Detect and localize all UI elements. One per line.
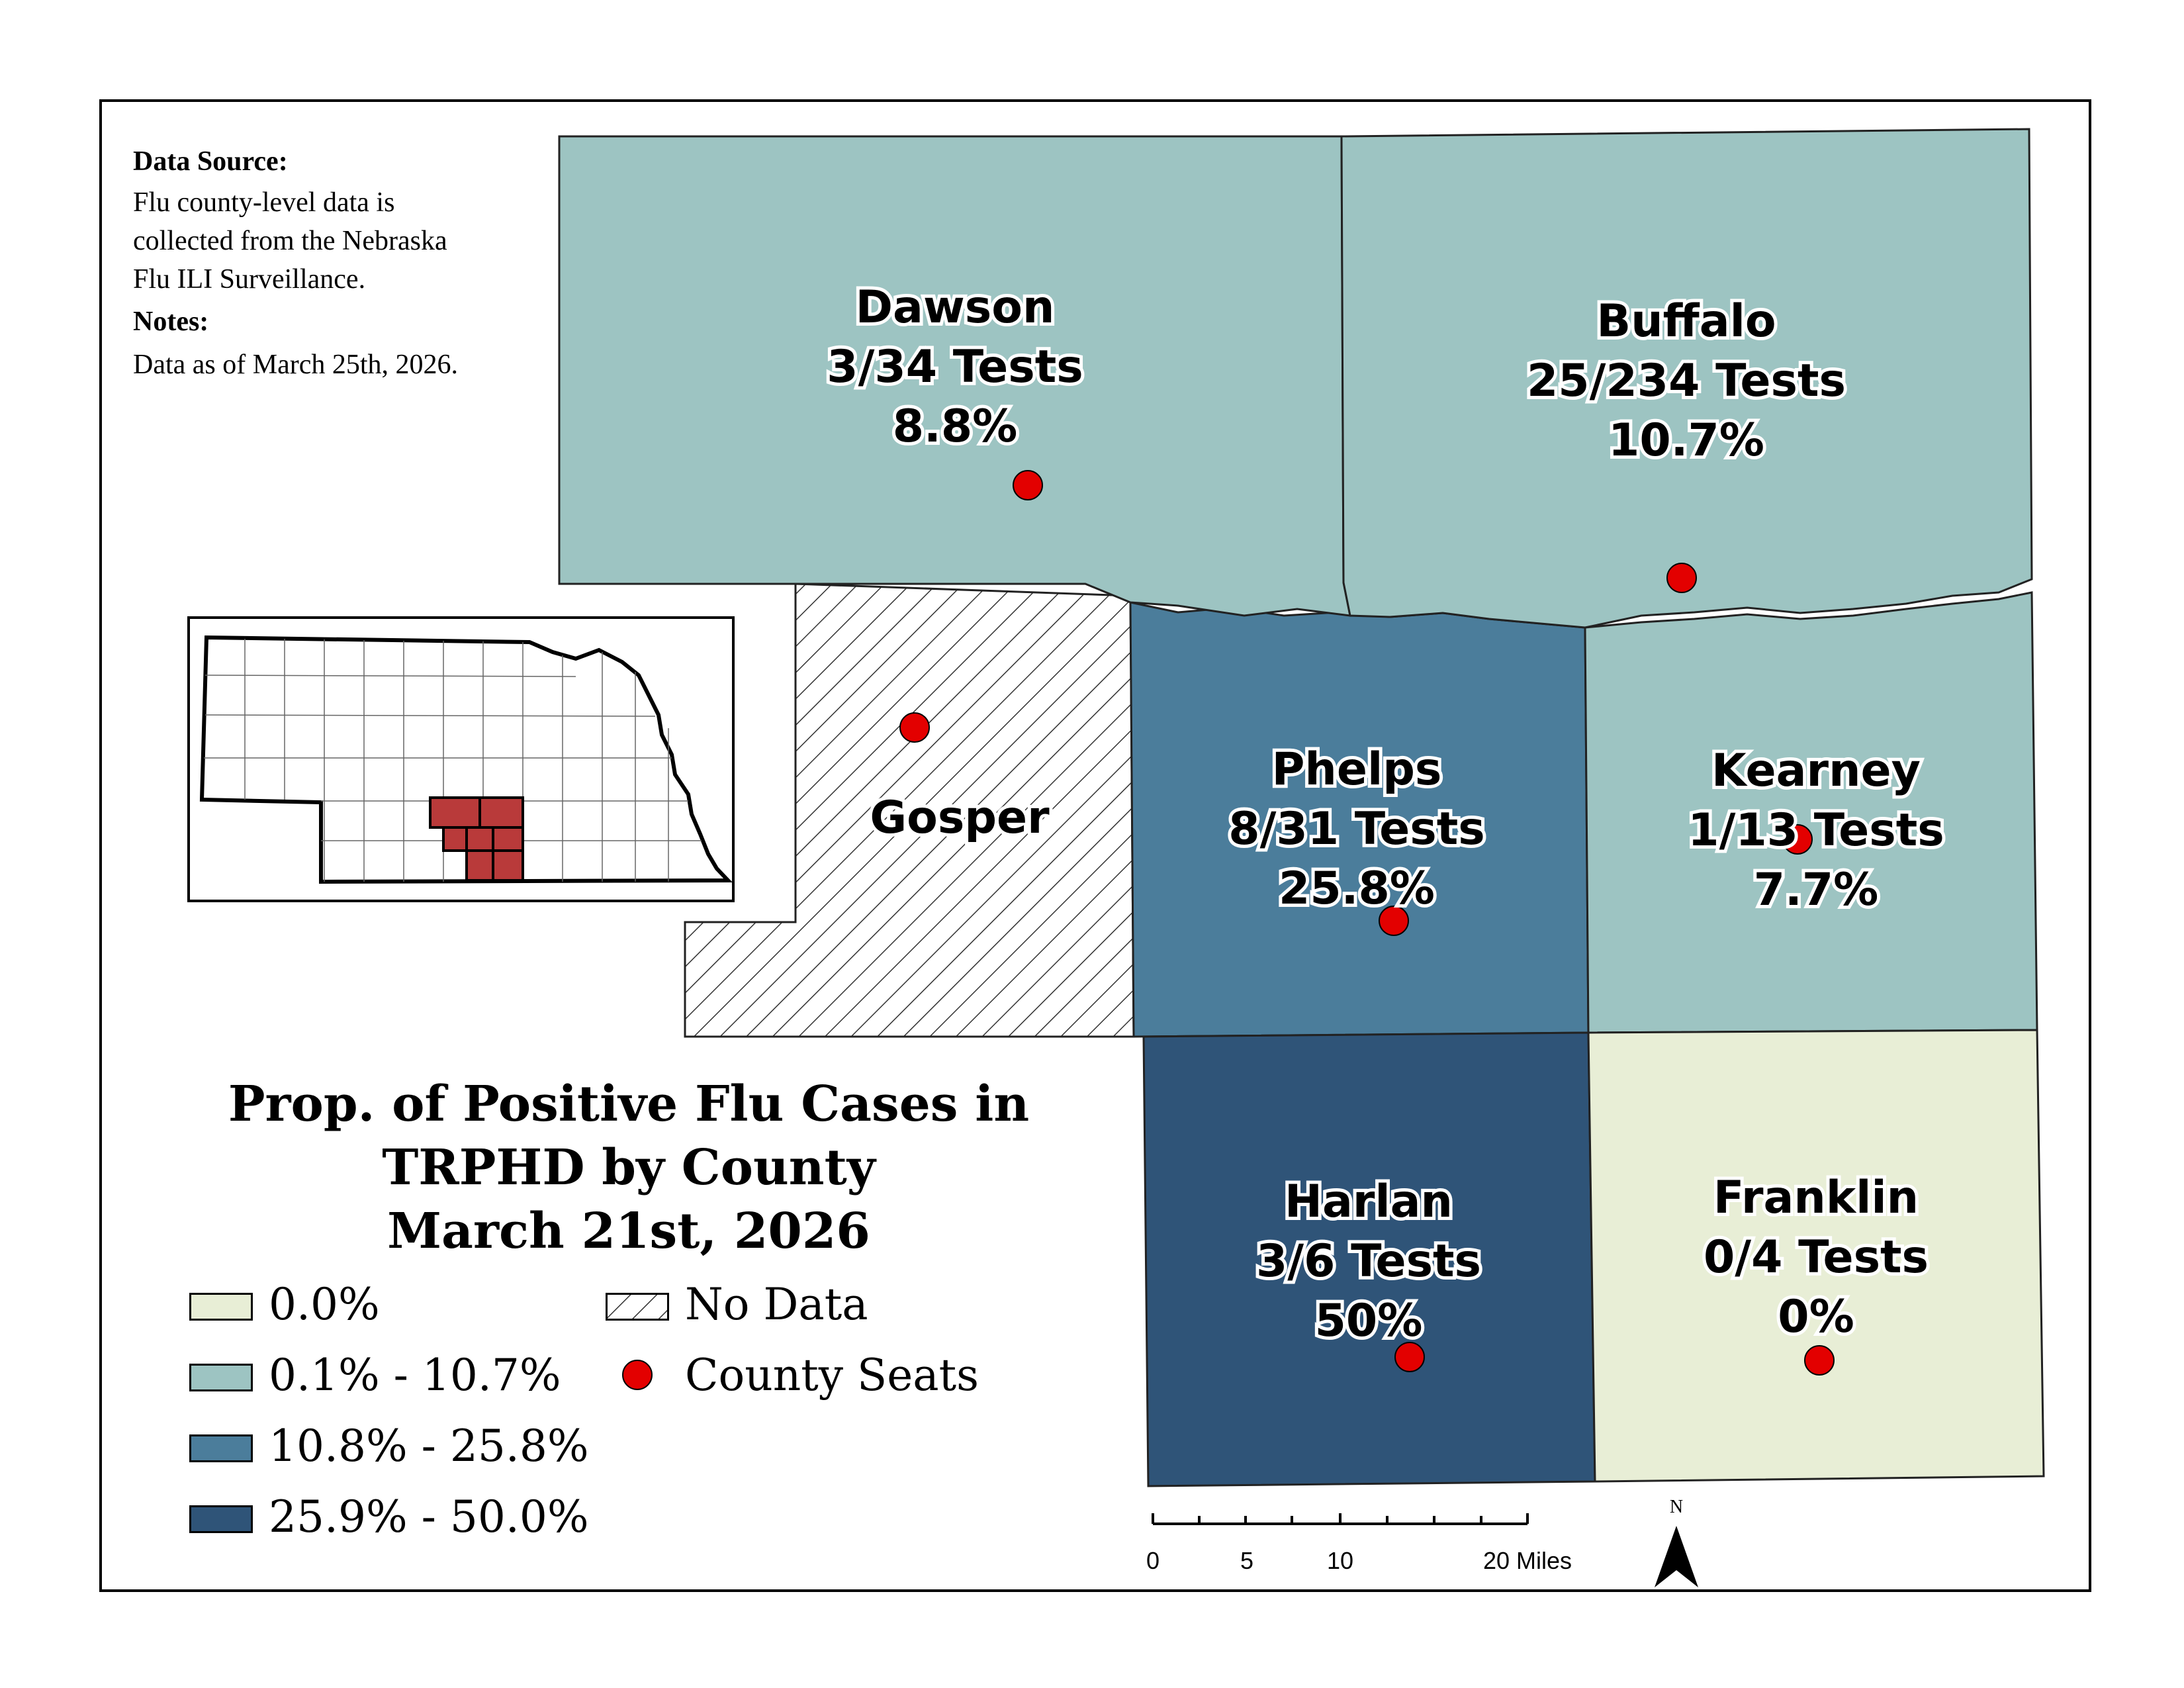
- county-seat-kearney[interactable]: [1782, 824, 1813, 855]
- data-source-line: collected from the Nebraska: [133, 226, 447, 256]
- county-tests-harlan: 3/6 Tests: [1256, 1235, 1481, 1288]
- legend-label-1: 0.1% - 10.7%: [269, 1350, 561, 1401]
- county-franklin[interactable]: [1587, 1029, 2045, 1483]
- inset-buffalo: [478, 796, 524, 829]
- nebraska-outline: [199, 635, 733, 884]
- county-seat-buffalo[interactable]: [1666, 563, 1697, 593]
- legend-label-county-seats: County Seats: [685, 1350, 979, 1401]
- county-pct-franklin: 0%: [1778, 1291, 1854, 1343]
- county-pct-harlan: 50%: [1315, 1295, 1423, 1347]
- notes-text: Data as of March 25th, 2026.: [133, 350, 459, 380]
- county-tests-buffalo: 25/234 Tests: [1527, 355, 1846, 407]
- county-name-kearney: Kearney: [1711, 745, 1921, 797]
- data-source-text: Flu county-level data is collected from …: [133, 183, 543, 299]
- inset-dawson: [429, 796, 481, 829]
- map-title: Prop. of Positive Flu Cases in TRPHD by …: [165, 1072, 1092, 1263]
- legend-swatch-0: [189, 1293, 253, 1321]
- map-title-line2: TRPHD by County: [382, 1139, 876, 1196]
- scale-label-5: 5: [1240, 1547, 1253, 1574]
- legend-swatch-2: [189, 1434, 253, 1462]
- notes-heading: Notes:: [133, 306, 209, 337]
- legend-label-2: 10.8% - 25.8%: [269, 1421, 589, 1472]
- county-pct-buffalo: 10.7%: [1608, 414, 1764, 467]
- county-tests-dawson: 3/34 Tests: [827, 341, 1083, 393]
- legend-county-seat-icon: [622, 1360, 653, 1390]
- county-name-harlan: Harlan: [1285, 1176, 1453, 1228]
- county-seat-phelps[interactable]: [1379, 906, 1409, 936]
- county-tests-phelps: 8/31 Tests: [1228, 803, 1484, 855]
- data-source-heading: Data Source:: [133, 146, 288, 177]
- county-tests-franklin: 0/4 Tests: [1704, 1231, 1929, 1284]
- legend-swatch-no-data: [606, 1293, 669, 1321]
- legend-label-no-data: No Data: [685, 1279, 868, 1330]
- map-title-line1: Prop. of Positive Flu Cases in: [228, 1076, 1030, 1133]
- county-pct-dawson: 8.8%: [893, 400, 1018, 453]
- inset-gosper: [442, 826, 468, 852]
- map-title-line3: March 21st, 2026: [387, 1203, 870, 1260]
- county-name-buffalo: Buffalo: [1596, 295, 1776, 348]
- legend-swatch-3: [189, 1505, 253, 1533]
- legend-label-0: 0.0%: [269, 1279, 380, 1330]
- county-name-franklin: Franklin: [1713, 1172, 1919, 1224]
- data-source-line: Flu ILI Surveillance.: [133, 264, 366, 295]
- inset-kearney: [492, 826, 524, 852]
- north-arrow-icon: N: [1655, 1497, 1698, 1587]
- county-seat-harlan[interactable]: [1394, 1342, 1425, 1372]
- inset-harlan: [465, 849, 494, 882]
- county-labels: Dawson 3/34 Tests 8.8% Buffalo 25/234 Te…: [823, 278, 1947, 1350]
- county-seat-dawson[interactable]: [1013, 470, 1043, 500]
- inset-trphd-highlight: [429, 796, 524, 882]
- map-frame: [99, 99, 2091, 1592]
- scale-label-10: 10: [1327, 1547, 1353, 1574]
- county-name-gosper: Gosper: [870, 792, 1050, 844]
- county-seats: [899, 470, 1835, 1376]
- inset-map: [187, 616, 735, 902]
- county-pct-kearney: 7.7%: [1754, 864, 1879, 916]
- county-polygons: [558, 128, 2045, 1487]
- scale-label-20-miles: 20 Miles: [1483, 1547, 1572, 1574]
- data-source-line: Flu county-level data is: [133, 187, 395, 218]
- scale-label-0: 0: [1146, 1547, 1160, 1574]
- county-name-phelps: Phelps: [1272, 743, 1442, 796]
- legend-label-3: 25.9% - 50.0%: [269, 1491, 589, 1542]
- county-pct-phelps: 25.8%: [1279, 863, 1435, 915]
- county-name-dawson: Dawson: [856, 281, 1055, 334]
- county-buffalo[interactable]: [1340, 128, 2033, 629]
- inset-phelps: [465, 826, 494, 852]
- county-tests-kearney: 1/13 Tests: [1688, 804, 1944, 857]
- inset-franklin: [492, 849, 524, 882]
- county-seat-franklin[interactable]: [1804, 1345, 1835, 1376]
- legend-swatch-1: [189, 1364, 253, 1391]
- county-seat-gosper[interactable]: [899, 712, 930, 743]
- scale-bar: [1152, 1513, 1529, 1525]
- north-arrow-label: N: [1670, 1497, 1683, 1517]
